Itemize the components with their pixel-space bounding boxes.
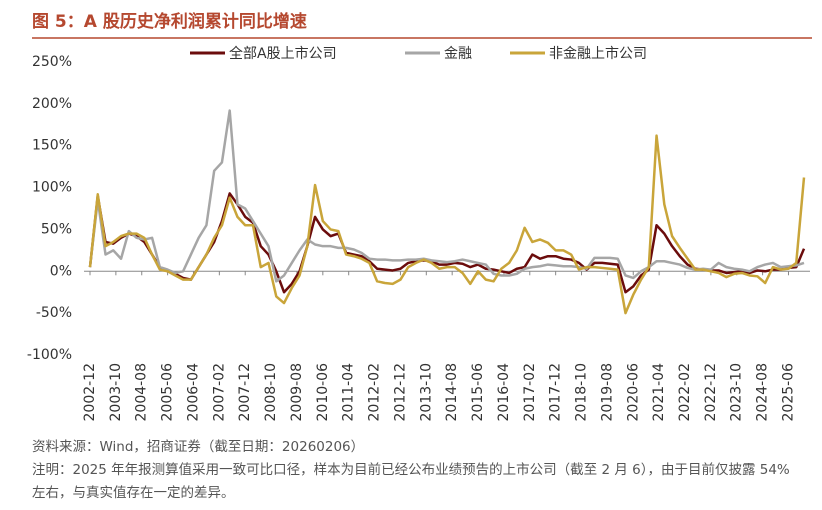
- legend-label: 非金融上市公司: [549, 45, 647, 62]
- x-tick-label: 2007-02: [211, 363, 227, 422]
- y-tick-label: 100%: [32, 180, 72, 196]
- x-tick-label: 2003-10: [108, 363, 124, 422]
- x-tick-label: 2017-02: [522, 363, 538, 422]
- x-tick-label: 2016-04: [496, 363, 512, 422]
- x-tick-label: 2012-02: [367, 363, 383, 422]
- legend-label: 金融: [444, 46, 472, 62]
- chart: 图 5：A 股历史净利润累计同比增速 -100% -50% 0% 50% 100% 150…: [27, 11, 812, 422]
- x-tick-label: 2019-08: [599, 363, 615, 422]
- x-tick-label: 2008-10: [263, 363, 279, 422]
- x-tick-label: 2024-08: [755, 363, 771, 422]
- y-tick-label: 200%: [32, 96, 72, 112]
- x-tick-label: 2012-12: [392, 363, 408, 422]
- x-tick-label: 2002-12: [82, 363, 98, 422]
- y-tick-label: 150%: [32, 138, 72, 154]
- x-tick-label: 2005-06: [160, 363, 176, 422]
- x-tick-label: 2025-06: [780, 363, 796, 422]
- y-tick-label: -100%: [27, 347, 72, 363]
- x-tick-label: 2010-06: [315, 363, 331, 422]
- series-line: [88, 109, 805, 283]
- x-tick-label: 2006-04: [185, 363, 201, 422]
- x-tick-label: 2004-08: [134, 363, 150, 422]
- legend-label: 全部A股上市公司: [229, 45, 337, 62]
- y-tick-label: 50%: [41, 221, 72, 237]
- x-tick-label: 2020-06: [625, 363, 641, 422]
- note: 注明：2025 年年报测算值采用一致可比口径，样本为目前已经公布业绩预告的上市公…: [32, 462, 790, 501]
- y-tick-label: 250%: [32, 54, 72, 70]
- x-tick-label: 2015-06: [470, 363, 486, 422]
- x-tick-label: 2014-08: [444, 363, 460, 422]
- x-tick-label: 2009-08: [289, 363, 305, 422]
- x-tick-label: 2013-10: [418, 363, 434, 422]
- series-line: [88, 134, 806, 315]
- source: 资料来源：Wind，招商证券（截至日期：20260206）: [32, 439, 365, 455]
- x-tick-label: 2007-12: [237, 363, 253, 422]
- chart-title: 图 5：A 股历史净利润累计同比增速: [32, 11, 307, 32]
- x-tick-label: 2022-12: [703, 363, 719, 422]
- y-tick-label: 0%: [50, 263, 72, 279]
- y-tick-label: -50%: [36, 305, 72, 321]
- x-tick-label: 2017-12: [548, 363, 564, 422]
- x-tick-label: 2022-02: [677, 363, 693, 422]
- x-tick-label: 2018-10: [574, 363, 590, 422]
- x-tick-label: 2023-10: [729, 363, 745, 422]
- x-tick-label: 2021-04: [651, 363, 667, 422]
- x-tick-label: 2011-04: [341, 363, 357, 422]
